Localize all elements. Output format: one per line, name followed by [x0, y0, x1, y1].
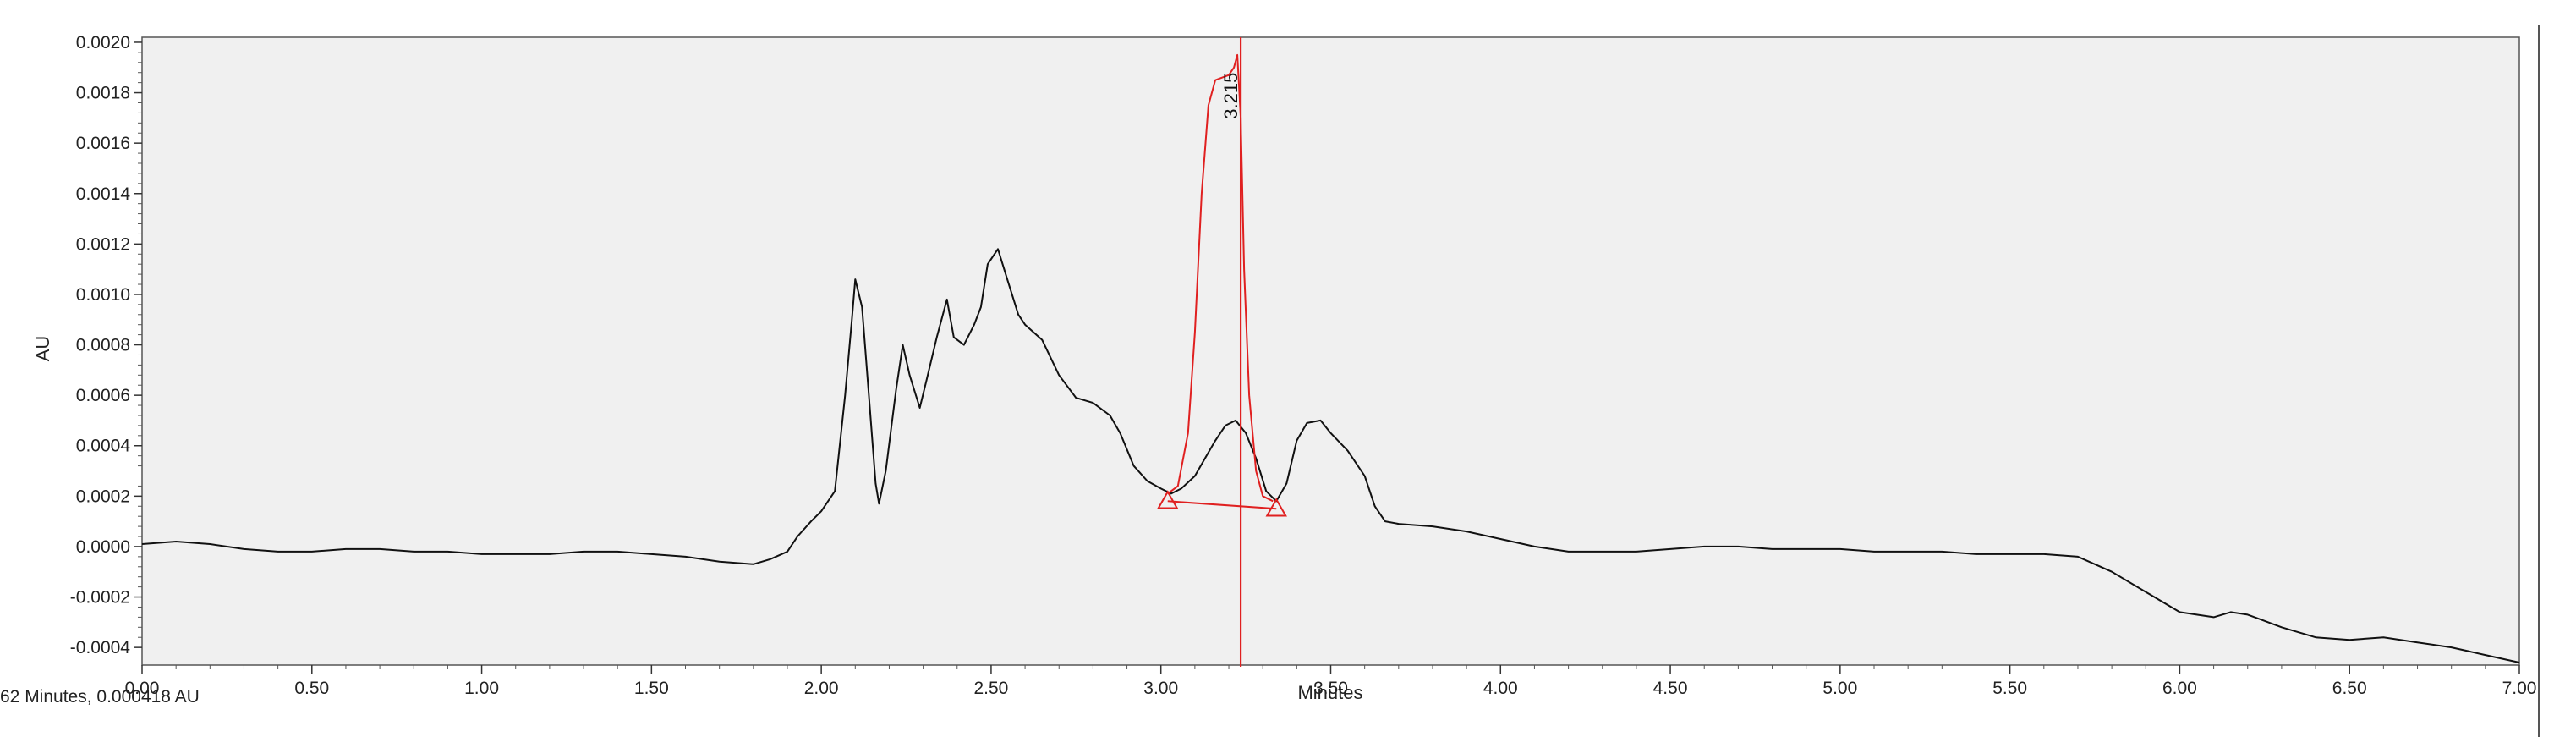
x-axis-label: Minutes: [1297, 682, 1362, 703]
x-axis: 0.00 0.50 1.00 1.50 2.00 2.50 3.00 3.50 4.00 4.50…: [125, 665, 2537, 698]
baseline-marker[interactable]: [1265, 498, 1287, 517]
y-tick-label: -0.0002: [70, 588, 130, 608]
x-tick-label: 6.50: [2332, 679, 2367, 698]
plot-area: [141, 36, 2520, 666]
x-tick-label: 2.00: [804, 679, 839, 698]
x-tick-label: 7.00: [2502, 679, 2537, 698]
y-tick-label: 0.0018: [76, 84, 130, 103]
integrated-peak-trace: [1167, 53, 1274, 503]
x-tick-label: 2.50: [973, 679, 1008, 698]
x-tick-label: 5.00: [1822, 679, 1857, 698]
y-tick-label: 0.0010: [76, 285, 130, 305]
x-tick-label: 3.00: [1143, 679, 1178, 698]
annotation-layer: 3.215: [1157, 37, 1287, 667]
y-axis: -0.0004 -0.0002 0.0000 0.0002 0.0004 0.0006 0.…: [70, 33, 142, 657]
x-tick-label: 1.00: [464, 679, 499, 698]
series-layer: [141, 53, 2520, 663]
y-tick-label: -0.0004: [70, 638, 131, 657]
x-tick-label: 6.00: [2162, 679, 2197, 698]
y-tick-label: 0.0000: [76, 537, 130, 557]
y-tick-label: 0.0008: [76, 336, 130, 355]
x-tick-label: 0.50: [294, 679, 329, 698]
y-tick-label: 0.0006: [76, 386, 130, 405]
y-tick-label: 0.0004: [76, 437, 131, 456]
y-tick-label: 0.0016: [76, 134, 130, 153]
x-tick-label: 0.00: [125, 679, 160, 698]
chromatogram-trace: [141, 248, 2520, 663]
x-tick-label: 1.50: [634, 679, 669, 698]
x-tick-label: 4.50: [1653, 679, 1688, 698]
y-tick-label: 0.0012: [76, 234, 130, 254]
x-tick-label: 5.50: [1992, 679, 2027, 698]
y-axis-label: AU: [32, 336, 53, 362]
y-tick-label: 0.0020: [76, 33, 130, 52]
y-tick-label: 0.0014: [76, 184, 131, 204]
x-tick-label: 4.00: [1483, 679, 1518, 698]
baseline-marker[interactable]: [1157, 490, 1179, 509]
peak-label: 3.215: [1220, 73, 1241, 119]
y-tick-label: 0.0002: [76, 487, 130, 506]
x-tick-label: 3.50: [1313, 679, 1348, 698]
cursor-readout: 62 Minutes, 0.000418 AU: [0, 687, 200, 707]
peak-baseline: [1167, 500, 1277, 510]
